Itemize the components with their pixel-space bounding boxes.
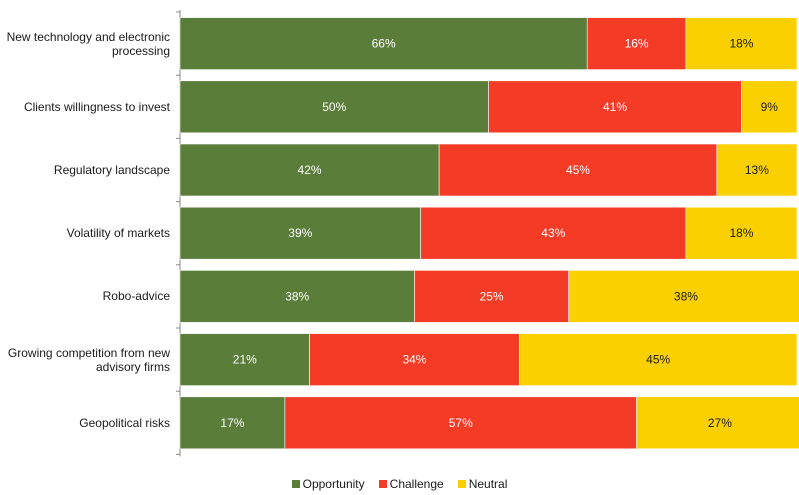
data-label-challenge: 16% (625, 37, 649, 51)
data-label-neutral: 9% (761, 100, 779, 114)
legend-label-challenge: Challenge (389, 477, 444, 491)
legend: Opportunity Challenge Neutral (0, 477, 799, 491)
category-label: Growing competition from new advisory fi… (7, 345, 170, 374)
data-label-opportunity: 39% (288, 226, 312, 240)
data-label-opportunity: 17% (220, 416, 244, 430)
category-label: Regulatory landscape (53, 162, 170, 177)
legend-label-opportunity: Opportunity (302, 477, 365, 491)
bar-neutral (636, 396, 799, 450)
bar-neutral (685, 17, 798, 70)
bar-neutral (741, 80, 798, 134)
data-label-opportunity: 21% (233, 353, 257, 367)
bar-neutral (685, 206, 798, 260)
bar-challenge (586, 17, 687, 70)
legend-swatch-opportunity (291, 480, 300, 488)
bar-neutral (716, 143, 798, 197)
data-label-opportunity: 38% (285, 289, 309, 303)
data-label-neutral: 45% (646, 353, 670, 367)
data-label-neutral: 18% (729, 37, 753, 51)
bar-neutral (568, 270, 799, 323)
data-label-challenge: 34% (402, 353, 426, 367)
data-label-neutral: 38% (674, 289, 698, 303)
data-label-opportunity: 66% (372, 37, 396, 51)
legend-swatch-challenge (378, 480, 387, 488)
data-label-opportunity: 50% (322, 100, 346, 114)
data-label-challenge: 25% (480, 289, 504, 303)
bar-challenge (284, 396, 637, 450)
category-label: Geopolitical risks (79, 415, 170, 430)
legend-label-neutral: Neutral (468, 477, 508, 491)
bar-opportunity (179, 143, 440, 197)
legend-item-neutral: Neutral (457, 477, 508, 491)
category-label: Robo-advice (102, 289, 170, 304)
data-label-neutral: 18% (729, 226, 753, 240)
bar-opportunity (179, 206, 421, 260)
legend-swatch-neutral (457, 480, 466, 488)
bar-challenge (309, 333, 520, 386)
bar-challenge (420, 206, 687, 260)
data-label-challenge: 57% (449, 416, 473, 430)
bar-neutral (519, 333, 798, 386)
data-label-neutral: 13% (745, 163, 769, 177)
category-label: New technology and electronic processing (6, 29, 170, 58)
bar-opportunity (179, 17, 588, 70)
data-label-neutral: 27% (708, 416, 732, 430)
data-label-challenge: 45% (566, 163, 590, 177)
data-label-opportunity: 42% (298, 163, 322, 177)
category-label: Clients willingness to invest (23, 99, 170, 114)
bar-opportunity (179, 333, 310, 386)
bar-challenge (438, 143, 718, 197)
data-label-challenge: 43% (541, 226, 565, 240)
data-label-challenge: 41% (603, 100, 627, 114)
category-label: Volatility of markets (66, 226, 170, 241)
bar-opportunity (179, 270, 415, 323)
legend-item-opportunity: Opportunity (291, 477, 365, 491)
legend-item-challenge: Challenge (378, 477, 444, 491)
